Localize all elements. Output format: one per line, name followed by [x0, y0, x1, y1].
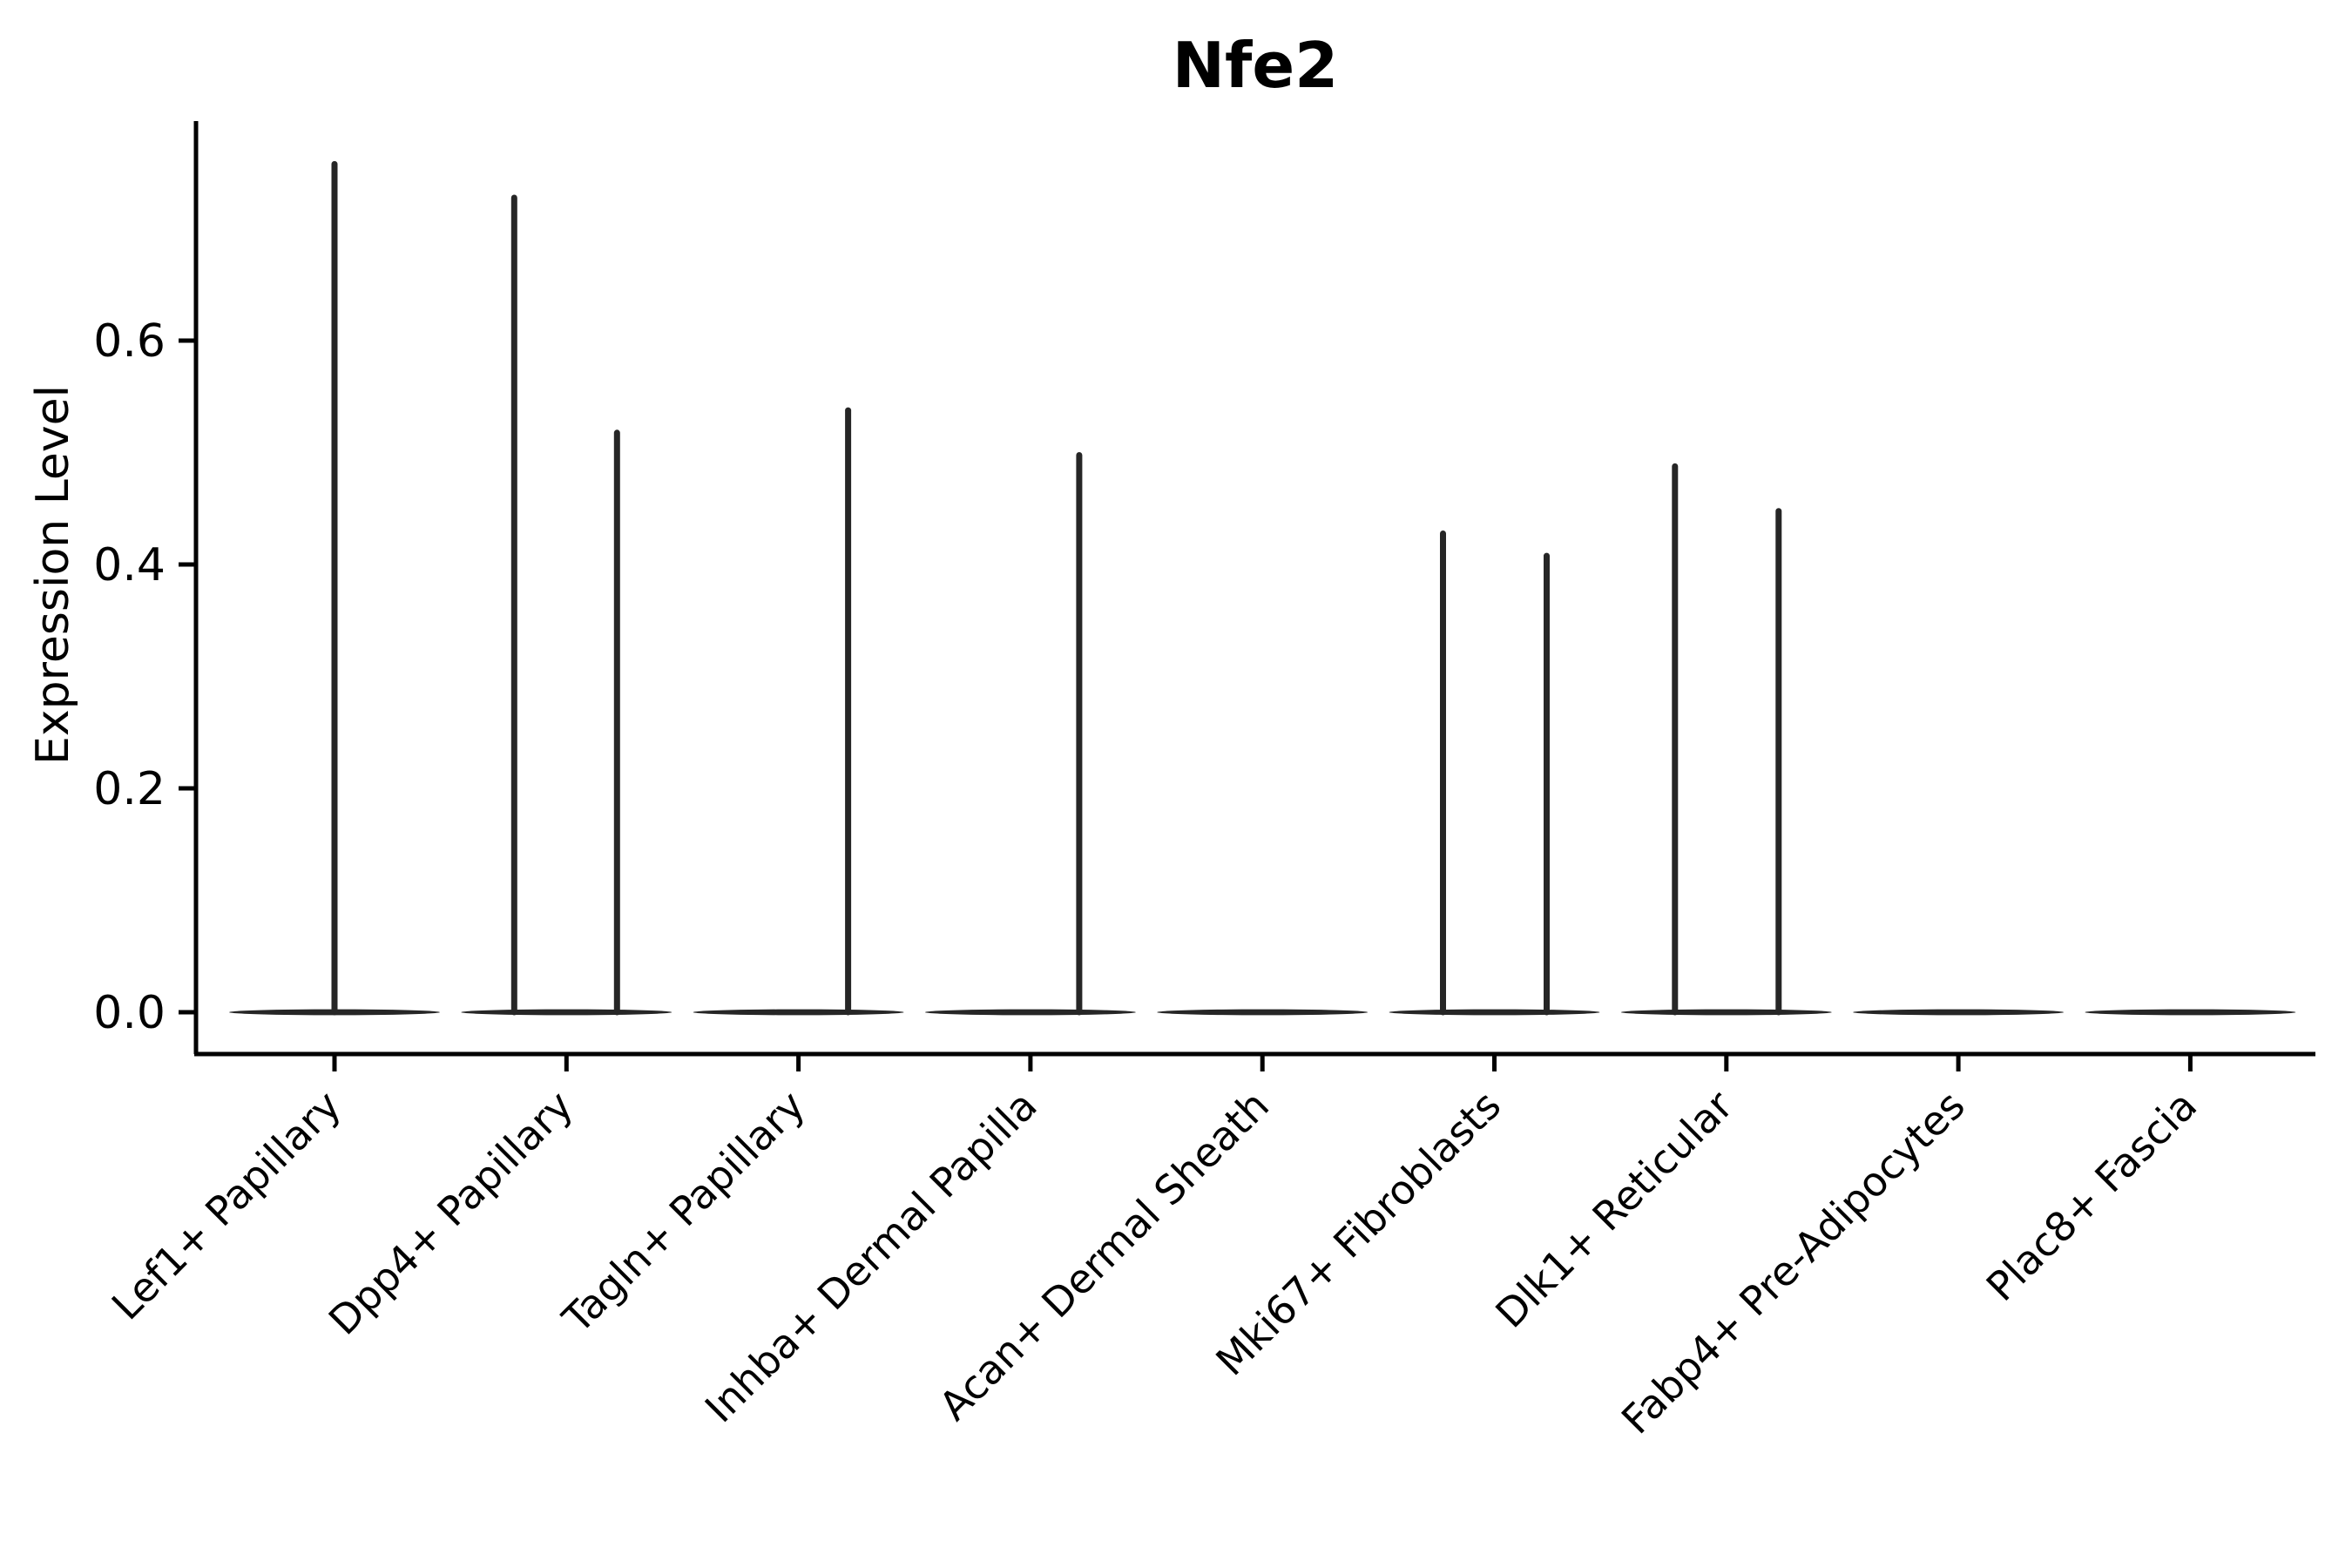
violin-body: [1157, 1009, 1369, 1016]
violin-body: [1620, 1009, 1832, 1016]
x-category-label: Plac8+ Fascia: [1977, 1082, 2206, 1310]
x-category-label: Lef1+ Papillary: [103, 1082, 350, 1329]
y-tick-label: 0.6: [93, 315, 166, 368]
chart-title: Nfe2: [1173, 29, 1339, 102]
violin-body: [693, 1009, 904, 1016]
y-axis-label: Expression Level: [27, 385, 79, 765]
y-tick-label: 0.2: [93, 763, 166, 815]
violin-body: [2085, 1009, 2296, 1016]
y-tick-label: 0.0: [93, 987, 166, 1039]
x-category-label: Dlk1+ Reticular: [1486, 1082, 1741, 1337]
violin-body: [461, 1009, 672, 1016]
x-category-label: Tagln+ Papillary: [553, 1082, 814, 1343]
violin-body: [924, 1009, 1136, 1016]
y-tick-label: 0.4: [93, 539, 166, 591]
violin-body: [1853, 1009, 2065, 1016]
violin-body: [1389, 1009, 1600, 1016]
x-category-label: Dpp4+ Papillary: [320, 1082, 582, 1344]
